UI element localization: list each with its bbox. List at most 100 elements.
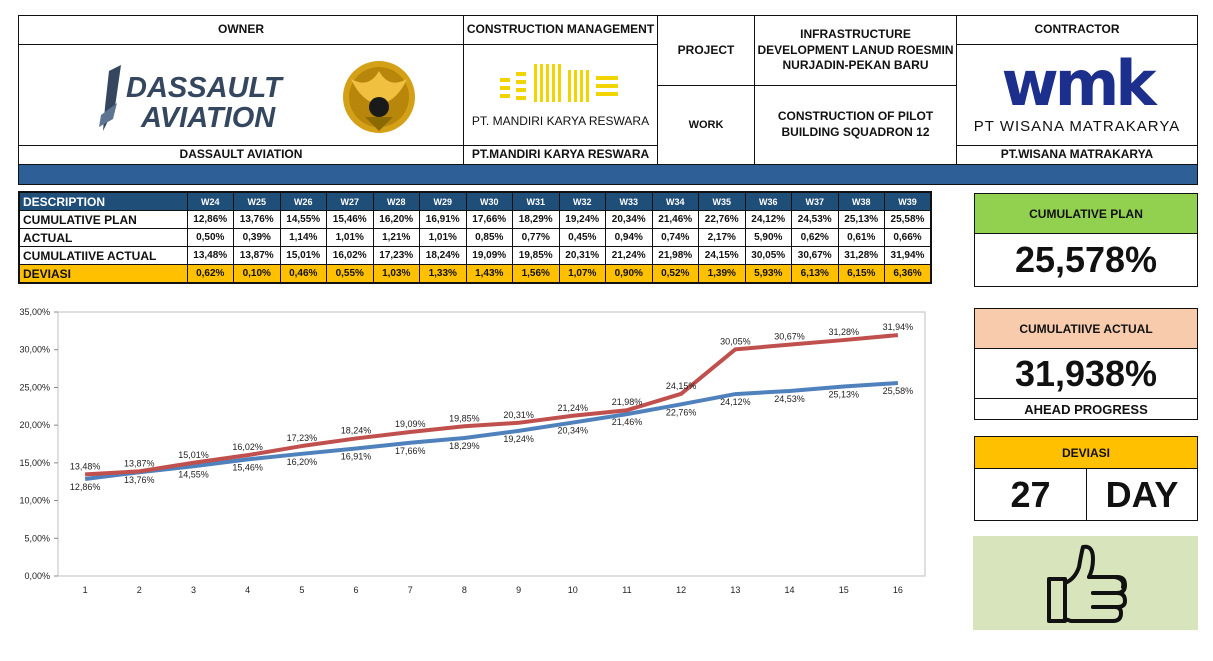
table-cell: 0,52%	[651, 264, 699, 284]
data-label: 16,02%	[232, 442, 263, 452]
table-cell: 5,93%	[744, 264, 792, 284]
series-line-2	[84, 333, 899, 477]
table-row: ACTUAL 0,50% 0,39% 1,14% 1,01% 1,21% 1,0…	[18, 228, 932, 247]
plan-card-title: CUMULATIVE PLAN	[974, 193, 1198, 234]
table-cell: 1,03%	[372, 264, 420, 284]
data-label: 22,76%	[666, 407, 697, 417]
table-cell: 19,85%	[512, 246, 560, 265]
week-header: W30	[465, 191, 513, 211]
data-label: 30,67%	[774, 332, 805, 342]
table-cell: 6,36%	[884, 264, 932, 284]
x-tick-label: 3	[191, 585, 196, 595]
week-header: W28	[372, 191, 420, 211]
x-tick-label: 9	[516, 585, 521, 595]
row-label: CUMULATIIVE ACTUAL	[18, 246, 188, 265]
project-value: INFRASTRUCTURE DEVELOPMENT LANUD ROESMIN…	[754, 15, 957, 86]
x-tick-label: 2	[137, 585, 142, 595]
desc-label: DESCRIPTION	[18, 191, 188, 211]
data-label: 18,29%	[449, 441, 480, 451]
x-tick-label: 1	[83, 585, 88, 595]
data-label: 17,23%	[287, 433, 318, 443]
x-tick-label: 7	[408, 585, 413, 595]
actual-card-value: 31,938%	[974, 348, 1198, 399]
table-cell: 31,94%	[884, 246, 932, 265]
week-header: W35	[698, 191, 746, 211]
table-cell: 1,33%	[419, 264, 467, 284]
dassault-aviation-logo: DASSAULT AVIATION	[99, 61, 415, 134]
work-value: CONSTRUCTION OF PILOT BUILDING SQUADRON …	[754, 85, 957, 165]
table-cell: 1,56%	[512, 264, 560, 284]
table-cell: 14,55%	[279, 210, 327, 229]
data-label: 19,09%	[395, 419, 426, 429]
data-label: 13,87%	[124, 458, 155, 468]
header-band	[18, 164, 1198, 185]
table-cell: 0,50%	[186, 228, 234, 247]
table-cell: 21,46%	[651, 210, 699, 229]
table-cell: 16,20%	[372, 210, 420, 229]
data-label: 20,34%	[558, 426, 589, 436]
x-tick-label: 12	[676, 585, 686, 595]
table-cell: 0,85%	[465, 228, 513, 247]
y-tick-label: 25,00%	[19, 382, 50, 392]
week-header: W29	[419, 191, 467, 211]
actual-card-title: CUMULATIIVE ACTUAL	[974, 308, 1198, 349]
table-cell: 1,01%	[326, 228, 374, 247]
y-tick-label: 15,00%	[19, 458, 50, 468]
table-cell: 1,07%	[558, 264, 606, 284]
table-cell: 0,62%	[791, 228, 839, 247]
dassault-logo-text-1: DASSAULT	[126, 72, 284, 104]
table-cell: 17,23%	[372, 246, 420, 265]
x-tick-label: 13	[730, 585, 740, 595]
data-label: 14,55%	[178, 469, 209, 479]
table-cell: 15,01%	[279, 246, 327, 265]
table-cell: 6,15%	[837, 264, 885, 284]
data-label: 24,12%	[720, 397, 751, 407]
table-cell: 0,46%	[279, 264, 327, 284]
x-tick-label: 5	[299, 585, 304, 595]
work-label: WORK	[657, 85, 755, 165]
data-label: 31,94%	[883, 322, 914, 332]
progress-table: DESCRIPTION W24 W25 W26 W27 W28 W29 W30 …	[18, 191, 932, 284]
table-cell: 12,86%	[186, 210, 234, 229]
data-label: 25,13%	[828, 389, 859, 399]
row-label: ACTUAL	[18, 228, 188, 247]
x-tick-label: 6	[354, 585, 359, 595]
table-header-row: DESCRIPTION W24 W25 W26 W27 W28 W29 W30 …	[18, 191, 932, 211]
table-cell: 13,48%	[186, 246, 234, 265]
table-cell: 25,58%	[884, 210, 932, 229]
data-label: 18,24%	[341, 425, 372, 435]
wmk-logo: wmk	[1001, 47, 1156, 121]
x-tick-label: 10	[568, 585, 578, 595]
deviasi-value: 27	[974, 468, 1087, 521]
table-cell: 22,76%	[698, 210, 746, 229]
table-cell: 0,10%	[233, 264, 281, 284]
table-cell: 1,43%	[465, 264, 513, 284]
table-cell: 0,39%	[233, 228, 281, 247]
table-cell: 1,01%	[419, 228, 467, 247]
deviasi-unit: DAY	[1086, 468, 1198, 521]
data-label: 17,66%	[395, 446, 426, 456]
table-cell: 0,61%	[837, 228, 885, 247]
row-label: DEVIASI	[18, 264, 188, 284]
air-force-emblem-icon	[343, 61, 415, 133]
table-cell: 1,39%	[698, 264, 746, 284]
y-tick-label: 35,00%	[19, 307, 50, 317]
table-cell: 16,02%	[326, 246, 374, 265]
dassault-wing-icon	[99, 65, 121, 131]
contractor-label: CONTRACTOR	[956, 15, 1198, 45]
y-tick-label: 20,00%	[19, 420, 50, 430]
cm-label: CONSTRUCTION MANAGEMENT	[463, 15, 658, 45]
table-cell: 21,98%	[651, 246, 699, 265]
week-header: W38	[837, 191, 885, 211]
y-tick-label: 5,00%	[24, 533, 50, 543]
thumb-panel	[973, 536, 1198, 630]
y-tick-label: 30,00%	[19, 345, 50, 355]
dassault-logo-text-2: AVIATION	[140, 102, 276, 134]
week-header: W24	[186, 191, 234, 211]
contractor-logo-area: wmk PT WISANA MATRAKARYA	[956, 44, 1198, 146]
table-cell: 20,31%	[558, 246, 606, 265]
table-cell: 24,15%	[698, 246, 746, 265]
table-cell: 24,12%	[744, 210, 792, 229]
week-header: W31	[512, 191, 560, 211]
plot-area	[57, 311, 926, 577]
